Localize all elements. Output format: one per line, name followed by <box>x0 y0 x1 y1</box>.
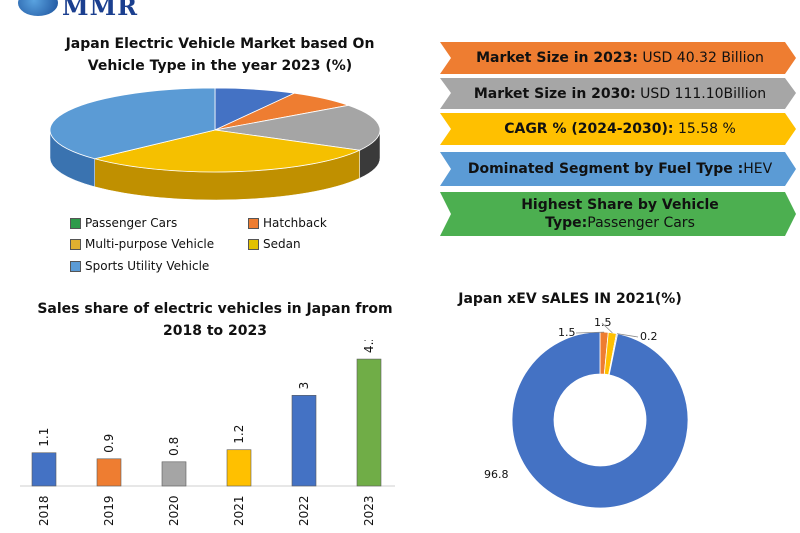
info-key: CAGR % (2024-2030): <box>504 121 674 137</box>
info-key: Market Size in 2030: <box>473 85 636 102</box>
legend-label: Passenger Cars <box>85 216 178 230</box>
bar-category-label: 2019 <box>102 495 116 526</box>
legend-item-multi-purpose: Multi-purpose Vehicle <box>70 237 214 251</box>
donut-leader-line <box>575 331 605 334</box>
info-cagr: CAGR % (2024-2030): 15.58 % <box>455 113 785 145</box>
donut-leader-line <box>601 322 613 334</box>
bar-2020 <box>161 461 187 487</box>
bar-2023 <box>356 358 382 487</box>
info-key: Highest Share by Vehicle Type: <box>521 197 719 231</box>
pie3d-slice-multi-purpose-vehicle <box>214 104 381 151</box>
bar-chart: 1.1 2018 0.9 2019 0.8 2020 1.2 2021 3 2022 4.2 2023 <box>20 340 395 526</box>
bar-category-label: 2021 <box>232 495 246 526</box>
donut-chart: 96.8 1.5 1.5 0.2 <box>484 316 689 509</box>
bar-value-label: 1.1 <box>37 428 51 447</box>
bar-category-label: 2018 <box>37 495 51 526</box>
donut-label: 1.5 <box>594 316 612 329</box>
bar-2021 <box>226 449 252 487</box>
legend-swatch <box>248 217 259 229</box>
legend-item-suv: Sports Utility Vehicle <box>70 259 209 273</box>
pie3d-title: Japan Electric Vehicle Market based On V… <box>40 33 400 77</box>
logo-text: MMR <box>62 0 139 21</box>
donut-leader-line <box>616 333 639 338</box>
pie3d-slice-sports-utility-vehicle <box>49 87 216 160</box>
bar-value-label: 4.2 <box>362 340 376 353</box>
info-arrow-shape <box>440 78 796 109</box>
legend-label: Sports Utility Vehicle <box>85 259 210 273</box>
bar-value-label: 3 <box>297 382 311 390</box>
info-arrow-shape <box>440 42 796 74</box>
info-value: USD 40.32 Billion <box>637 50 764 66</box>
pie3d-title-line2: Vehicle Type in the year 2023 (%) <box>87 58 353 74</box>
info-highest-share: Highest Share by Vehicle Type:Passenger … <box>480 192 760 236</box>
donut-label: 1.5 <box>558 326 576 339</box>
legend-item-sedan: Sedan <box>248 237 301 251</box>
bar-value-label: 1.2 <box>232 425 246 444</box>
donut-label: 0.2 <box>640 330 658 343</box>
bar-value-label: 0.9 <box>102 434 116 453</box>
bar-category-label: 2022 <box>297 495 311 526</box>
legend-label: Hatchback <box>263 216 327 230</box>
info-value: HEV <box>743 161 773 177</box>
info-arrow-shape <box>440 192 796 236</box>
bar-2018 <box>31 452 57 487</box>
pie3d-title-line1: Japan Electric Vehicle Market based On <box>65 36 375 52</box>
info-value: Passenger Cars <box>587 215 695 231</box>
info-arrow-shape <box>440 113 796 145</box>
pie3d-chart <box>49 87 381 201</box>
bar-2019 <box>96 458 122 487</box>
legend-item-hatchback: Hatchback <box>248 216 327 230</box>
legend-swatch <box>70 238 81 250</box>
info-arrow-shape <box>440 152 796 186</box>
info-dominated-segment: Dominated Segment by Fuel Type :HEV <box>455 152 785 186</box>
legend-label: Multi-purpose Vehicle <box>85 237 215 251</box>
info-market-size-2030: Market Size in 2030: USD 111.10Billion <box>455 78 785 109</box>
legend-swatch <box>70 217 81 229</box>
brand-logo: MMR <box>0 0 160 21</box>
info-value: 15.58 % <box>673 121 736 137</box>
globe-icon <box>18 0 58 16</box>
legend-item-passenger-cars: Passenger Cars <box>70 216 177 230</box>
info-key: Market Size in 2023: <box>476 50 638 66</box>
donut-title: Japan xEV sALES IN 2021(%) <box>458 291 682 307</box>
donut-label: 96.8 <box>484 468 509 481</box>
bar-category-label: 2023 <box>362 495 376 526</box>
donut-slice-0 <box>511 331 689 509</box>
bar-category-label: 2020 <box>167 495 181 526</box>
bar-chart-title: Sales share of electric vehicles in Japa… <box>37 301 393 339</box>
pie3d-slice-sedan <box>94 129 361 173</box>
bar-value-label: 0.8 <box>167 437 181 456</box>
info-market-size-2023: Market Size in 2023: USD 40.32 Billion <box>455 42 785 74</box>
legend-label: Sedan <box>263 237 301 251</box>
bar-2022 <box>291 395 317 487</box>
legend-swatch <box>248 238 259 250</box>
info-key: Dominated Segment by Fuel Type : <box>467 161 744 177</box>
legend-swatch <box>70 260 81 272</box>
info-value: USD 111.10Billion <box>635 85 767 102</box>
